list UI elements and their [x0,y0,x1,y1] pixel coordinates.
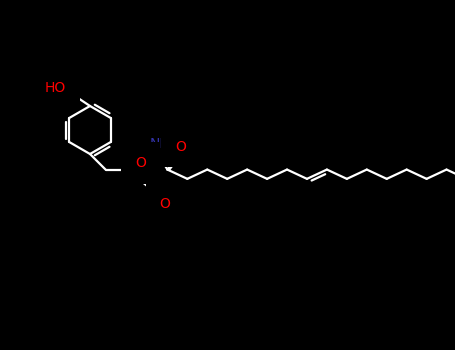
Text: NH: NH [150,137,170,151]
Text: HO: HO [45,81,66,95]
Text: O: O [175,140,186,154]
Text: O: O [135,156,146,170]
Text: O: O [159,197,170,211]
